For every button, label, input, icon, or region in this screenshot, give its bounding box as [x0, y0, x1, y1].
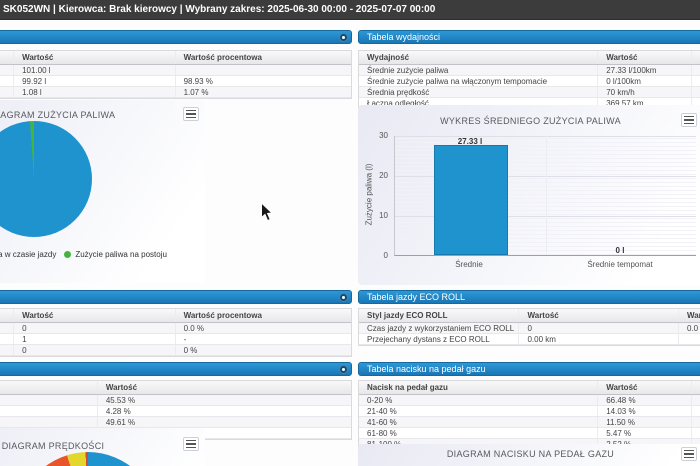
y-tick-label: 20 [379, 171, 388, 180]
table-row: 4.28 % [0, 406, 351, 417]
panel-header-fuel [0, 30, 352, 44]
speed-pie-chart[interactable] [18, 452, 158, 466]
table-row: 49.61 % [0, 417, 351, 428]
table-row: Czas jazdy z wykorzystaniem ECO ROLL 0 0… [359, 323, 700, 334]
table-row: 0 0 % [0, 345, 351, 356]
collapse-icon[interactable] [339, 293, 348, 302]
speed-pie-chart-card: DIAGRAM PRĘDKOŚCI [0, 428, 205, 466]
col-header-value: Wartość [14, 51, 176, 64]
avg-fuel-bar-chart-card: WYKRES ŚREDNIEGO ZUŻYCIA PALIWA Zużycie … [358, 105, 700, 285]
chart-menu-icon[interactable] [183, 437, 199, 451]
table-row: 101.00 l [0, 65, 351, 76]
performance-table: Wydajność Wartość Średnie zużycie paliwa… [358, 50, 700, 110]
table-row: 61-80 % 5.47 % [359, 428, 700, 439]
table-row: Średnia prędkość 70 km/h [359, 87, 700, 98]
table-row: Średnie zużycie paliwa 27.33 l/100km [359, 65, 700, 76]
table-row: 41-60 % 11.50 % [359, 417, 700, 428]
table-header-row: Styl jazdy ECO ROLL Wartość Wartość proc… [359, 309, 700, 323]
chart-title: DIAGRAM ZUŻYCIA PALIWA [0, 110, 116, 120]
legend-marker-icon [64, 251, 72, 258]
bar-data-label: 27.33 l [457, 137, 483, 146]
x-category-label: Średnie tempomat [587, 260, 653, 269]
chart-menu-icon[interactable] [681, 113, 697, 127]
table-row: 1.08 l 1.07 % [0, 87, 351, 98]
col-header-percent: Wartość procentowa [183, 53, 262, 62]
bar-chart-plot-area [394, 136, 696, 256]
table-header-row: Wartość [0, 381, 351, 395]
mouse-cursor-icon [261, 202, 273, 222]
y-tick-label: 10 [379, 211, 388, 220]
fuel-consumption-table: Wartość Wartość procentowa 101.00 l 99.9… [0, 50, 352, 99]
table-header-row: Wydajność Wartość [359, 51, 700, 65]
eco-roll-table: Styl jazdy ECO ROLL Wartość Wartość proc… [358, 308, 700, 346]
chart-menu-icon[interactable] [183, 107, 199, 121]
bar-data-label: 0 l [615, 246, 625, 255]
collapse-icon[interactable] [339, 33, 348, 42]
table-header-row: Nacisk na pedał gazu Wartość [359, 381, 700, 395]
chart-title: DIAGRAM NACISKU NA PEDAŁ GAZU [446, 449, 615, 459]
pedal-table: Nacisk na pedał gazu Wartość 0-20 % 66.4… [358, 380, 700, 451]
pie-legend: Zużycie paliwa w czasie jazdy Zużycie pa… [0, 250, 205, 259]
panel-title: Tabela jazdy ECO ROLL [367, 292, 466, 302]
panel-header-eco-roll: Tabela jazdy ECO ROLL [358, 290, 700, 304]
panel-title: Tabela wydajności [367, 32, 441, 42]
panel-header-counters [0, 290, 352, 304]
table-row: 0 0.0 % [0, 323, 351, 334]
vehicle-status-bar: SK052WN | Kierowca: Brak kierowcy | Wybr… [0, 0, 700, 20]
table-row: Średnie zużycie paliwa na włączonym temp… [359, 76, 700, 87]
panel-header-speed [0, 362, 352, 376]
pedal-chart-card: DIAGRAM NACISKU NA PEDAŁ GAZU [358, 444, 700, 466]
table-header-row: Wartość Wartość procentowa [0, 51, 351, 65]
collapse-icon[interactable] [339, 365, 348, 374]
fuel-pie-chart-card: DIAGRAM ZUŻYCIA PALIWA Zużycie paliwa w … [0, 100, 205, 283]
table-row: 21-40 % 14.03 % [359, 406, 700, 417]
bar-average-consumption[interactable] [434, 145, 508, 255]
table-header-row: Wartość Wartość procentowa [0, 309, 351, 323]
legend-item[interactable]: Zużycie paliwa w czasie jazdy [0, 250, 57, 259]
panel-header-pedal: Tabela nacisku na pedał gazu [358, 362, 700, 376]
panel-header-performance: Tabela wydajności [358, 30, 700, 44]
table-row: 45.53 % [0, 395, 351, 406]
chart-title: DIAGRAM PRĘDKOŚCI [1, 441, 105, 451]
panel-title: Tabela nacisku na pedał gazu [367, 364, 486, 374]
chart-menu-icon[interactable] [681, 447, 697, 461]
legend-item[interactable]: Zużycie paliwa na postoju [64, 250, 167, 259]
y-tick-label: 30 [379, 131, 388, 140]
x-category-label: Średnie [455, 260, 483, 269]
fuel-pie-chart[interactable] [0, 121, 92, 237]
chart-title: WYKRES ŚREDNIEGO ZUŻYCIA PALIWA [440, 116, 621, 126]
table-row: Przejechany dystans z ECO ROLL 0.00 km [359, 334, 700, 345]
counter-table: Wartość Wartość procentowa 0 0.0 % 1 - 0… [0, 308, 352, 357]
vehicle-status-text: SK052WN | Kierowca: Brak kierowcy | Wybr… [3, 4, 436, 15]
table-row: 1 - [0, 334, 351, 345]
table-row: 0-20 % 66.48 % [359, 395, 700, 406]
y-tick-label: 0 [383, 251, 388, 260]
table-row: 99.92 l 98.93 % [0, 76, 351, 87]
